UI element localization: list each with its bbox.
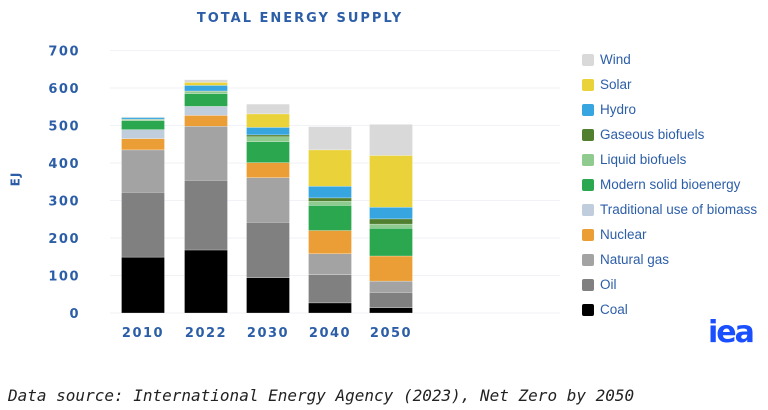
legend-label: Nuclear xyxy=(600,227,647,242)
bar-segment-modern-solid-bioenergy xyxy=(121,120,165,130)
legend-item: Oil xyxy=(582,272,757,297)
bar-segment-natural-gas xyxy=(246,177,290,223)
bar-segment-nuclear xyxy=(308,230,352,254)
legend-label: Liquid biofuels xyxy=(600,152,687,167)
y-tick-label: 200 xyxy=(48,232,80,247)
legend-swatch xyxy=(582,303,594,316)
bar-segment-gaseous-biofuels xyxy=(308,197,352,202)
bar-segment-oil xyxy=(246,222,290,278)
legend-label: Oil xyxy=(600,277,617,292)
legend-swatch xyxy=(582,228,594,241)
legend-item: Nuclear xyxy=(582,222,757,247)
bar-segment-liquid-biofuels xyxy=(308,201,352,206)
bar-segment-natural-gas xyxy=(121,149,165,193)
bar-segment-modern-solid-bioenergy xyxy=(184,93,228,107)
legend-label: Gaseous biofuels xyxy=(600,127,705,142)
data-source-note: Data source: International Energy Agency… xyxy=(8,386,635,405)
bar-segment-coal xyxy=(246,277,290,314)
bar-segment-nuclear xyxy=(369,255,413,282)
bar-segment-oil xyxy=(121,192,165,258)
bar-segment-solar xyxy=(308,149,352,187)
bar-segment-wind xyxy=(308,126,352,151)
bar-segment-oil xyxy=(184,180,228,251)
legend-label: Traditional use of biomass xyxy=(600,202,758,217)
bar-segment-gaseous-biofuels xyxy=(246,134,290,137)
y-tick-label: 600 xyxy=(48,82,80,97)
bar-segment-wind xyxy=(184,79,228,83)
bar-segment-solar xyxy=(184,82,228,86)
bar-segment-coal xyxy=(369,307,413,314)
chart-title: TOTAL ENERGY SUPPLY xyxy=(196,11,404,26)
legend-label: Coal xyxy=(600,302,628,317)
bar-segment-hydro xyxy=(246,127,290,136)
legend-swatch xyxy=(582,253,594,266)
bar-segment-wind xyxy=(121,116,165,118)
bar-segment-solar xyxy=(369,155,413,208)
bar-segment-traditional-use-of-biomass xyxy=(121,129,165,139)
x-tick-label: 2040 xyxy=(309,326,351,341)
legend-swatch xyxy=(582,103,594,116)
legend-swatch xyxy=(582,128,594,141)
legend-label: Solar xyxy=(600,77,632,92)
legend-swatch xyxy=(582,203,594,216)
bar-segment-modern-solid-bioenergy xyxy=(308,205,352,231)
legend-item: Hydro xyxy=(582,97,757,122)
bar-segment-liquid-biofuels xyxy=(369,223,413,229)
legend-label: Natural gas xyxy=(600,252,670,267)
y-tick-label: 300 xyxy=(48,195,80,210)
legend-label: Hydro xyxy=(600,102,637,117)
bar-segment-gaseous-biofuels xyxy=(369,218,413,225)
legend-item: Coal xyxy=(582,297,757,322)
bar-segment-liquid-biofuels xyxy=(246,136,290,142)
legend-item: Modern solid bioenergy xyxy=(582,172,757,197)
bar-segment-hydro xyxy=(369,207,413,220)
bar-segment-nuclear xyxy=(121,138,165,151)
legend-swatch xyxy=(582,178,594,191)
legend-item: Traditional use of biomass xyxy=(582,197,757,222)
bar-segment-natural-gas xyxy=(369,280,413,293)
legend: Wind Solar Hydro Gaseous biofuels Liquid bio… xyxy=(582,47,757,322)
y-tick-label: 500 xyxy=(48,120,80,135)
legend-item: Gaseous biofuels xyxy=(582,122,757,147)
bar-segment-nuclear xyxy=(246,162,290,178)
legend-label: Wind xyxy=(600,52,631,67)
bar-segment-natural-gas xyxy=(184,126,228,181)
y-tick-label: 0 xyxy=(69,307,80,322)
bar-segment-nuclear xyxy=(184,115,228,127)
bar-segment-oil xyxy=(369,292,413,308)
bar-segment-modern-solid-bioenergy xyxy=(369,228,413,257)
x-tick-label: 2050 xyxy=(370,326,412,341)
y-tick-label: 700 xyxy=(48,45,80,60)
legend-label: Modern solid bioenergy xyxy=(600,177,741,192)
bar-segment-traditional-use-of-biomass xyxy=(184,106,228,116)
legend-item: Natural gas xyxy=(582,247,757,272)
bar-segment-natural-gas xyxy=(308,253,352,275)
x-tick-label: 2030 xyxy=(247,326,289,341)
legend-swatch xyxy=(582,78,594,91)
bar-segment-wind xyxy=(246,103,290,115)
iea-logo: iea xyxy=(708,315,755,350)
y-tick-label: 400 xyxy=(48,157,80,172)
bar-segment-hydro xyxy=(184,85,228,92)
bar-segment-hydro xyxy=(308,186,352,199)
x-tick-label: 2022 xyxy=(185,326,227,341)
y-tick-label: 100 xyxy=(48,270,80,285)
bar-segment-coal xyxy=(184,249,228,314)
bar-segment-modern-solid-bioenergy xyxy=(246,141,290,163)
legend-item: Wind xyxy=(582,47,757,72)
bar-segment-oil xyxy=(308,274,352,304)
bar-segment-solar xyxy=(246,113,290,128)
legend-item: Solar xyxy=(582,72,757,97)
bar-segment-wind xyxy=(369,124,413,156)
legend-swatch xyxy=(582,278,594,291)
x-tick-label: 2010 xyxy=(122,326,164,341)
bar-segment-coal xyxy=(121,256,165,314)
legend-item: Liquid biofuels xyxy=(582,147,757,172)
bar-segment-coal xyxy=(308,302,352,314)
legend-swatch xyxy=(582,53,594,66)
legend-swatch xyxy=(582,153,594,166)
